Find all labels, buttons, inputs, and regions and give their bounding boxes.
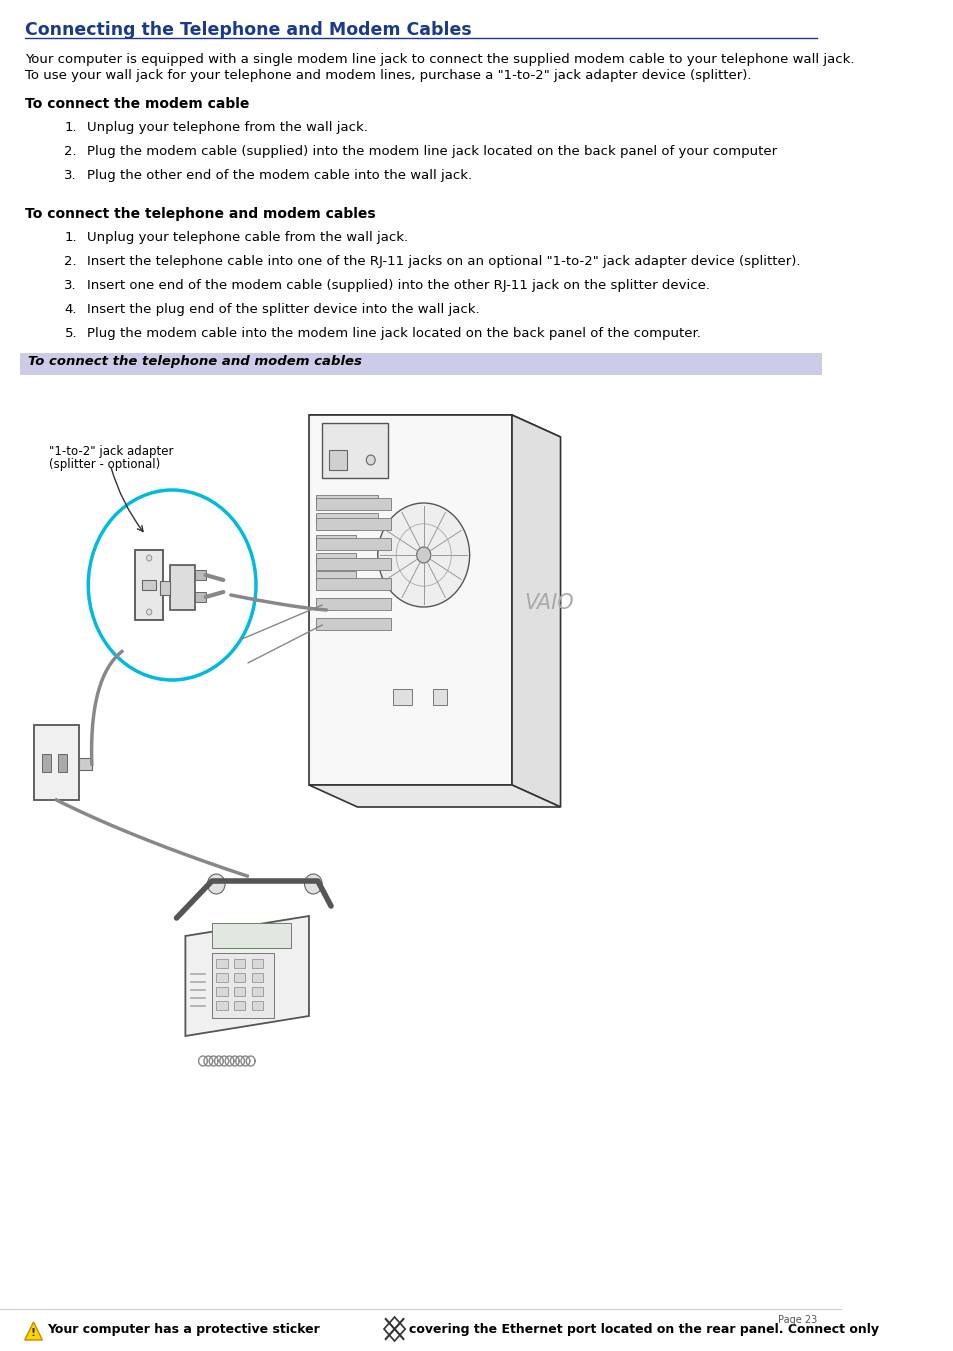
Bar (216, 973, 228, 982)
Text: covering the Ethernet port located on the rear panel. Connect only: covering the Ethernet port located on th… (408, 1323, 878, 1336)
Text: 2.: 2. (65, 255, 77, 267)
Text: Connecting the Telephone and Modem Cables: Connecting the Telephone and Modem Cable… (25, 22, 471, 39)
Text: 3.: 3. (65, 169, 77, 182)
Text: Your computer has a protective sticker: Your computer has a protective sticker (47, 1323, 319, 1336)
Text: To use your wall jack for your telephone and modem lines, purchase a "1-to-2" ja: To use your wall jack for your telephone… (25, 69, 750, 82)
Bar (315, 517, 391, 530)
Bar (432, 689, 446, 705)
Text: To connect the modem cable: To connect the modem cable (25, 97, 249, 111)
Bar (315, 513, 377, 523)
Bar (216, 959, 228, 969)
Text: Unplug your telephone from the wall jack.: Unplug your telephone from the wall jack… (87, 122, 367, 134)
Text: Plug the modem cable (supplied) into the modem line jack located on the back pan: Plug the modem cable (supplied) into the… (87, 145, 776, 158)
Circle shape (377, 503, 469, 607)
Bar (315, 578, 391, 590)
Text: 2.: 2. (65, 145, 77, 158)
Text: Plug the modem cable into the modem line jack located on the back panel of the c: Plug the modem cable into the modem line… (87, 327, 700, 340)
Bar (233, 959, 245, 969)
Bar (159, 581, 171, 594)
Polygon shape (309, 415, 560, 436)
Text: 3.: 3. (65, 280, 77, 292)
Bar (135, 550, 163, 620)
Text: VAIO: VAIO (524, 593, 574, 613)
Bar (309, 415, 512, 785)
Bar (216, 988, 228, 996)
Bar (212, 923, 291, 948)
Bar (233, 988, 245, 996)
Text: Insert one end of the modem cable (supplied) into the other RJ-11 jack on the sp: Insert one end of the modem cable (suppl… (87, 280, 709, 292)
Bar (322, 423, 388, 478)
Bar (315, 538, 391, 550)
Bar (393, 689, 412, 705)
Bar (315, 598, 391, 611)
Circle shape (304, 874, 322, 894)
Bar (315, 617, 391, 630)
Bar (233, 1001, 245, 1011)
Bar (212, 952, 274, 1019)
Polygon shape (512, 415, 560, 807)
Text: Your computer is equipped with a single modem line jack to connect the supplied : Your computer is equipped with a single … (25, 53, 853, 66)
Bar (194, 592, 206, 603)
Text: Plug the other end of the modem cable into the wall jack.: Plug the other end of the modem cable in… (87, 169, 471, 182)
Bar (315, 558, 391, 570)
Text: (splitter - optional): (splitter - optional) (49, 458, 160, 471)
Text: 5.: 5. (65, 327, 77, 340)
Bar (329, 450, 347, 470)
Text: 1.: 1. (65, 122, 77, 134)
Text: Insert the telephone cable into one of the RJ-11 jacks on an optional "1-to-2" j: Insert the telephone cable into one of t… (87, 255, 800, 267)
Circle shape (207, 874, 225, 894)
Bar (33, 725, 79, 800)
Polygon shape (185, 916, 309, 1036)
Bar (171, 565, 194, 611)
Bar (252, 959, 263, 969)
Bar (58, 754, 67, 771)
Text: Unplug your telephone cable from the wall jack.: Unplug your telephone cable from the wal… (87, 231, 407, 245)
Bar (79, 758, 91, 770)
Bar (315, 499, 391, 509)
Circle shape (416, 547, 431, 563)
FancyBboxPatch shape (20, 353, 821, 376)
Text: 1.: 1. (65, 231, 77, 245)
Text: 4.: 4. (65, 303, 77, 316)
Bar (315, 553, 355, 563)
Bar (315, 494, 377, 505)
Circle shape (366, 455, 375, 465)
Bar (252, 973, 263, 982)
Circle shape (147, 609, 152, 615)
Polygon shape (25, 1323, 42, 1340)
Text: Page 23: Page 23 (778, 1315, 817, 1325)
Text: "1-to-2" jack adapter: "1-to-2" jack adapter (49, 444, 172, 458)
Bar (315, 571, 355, 581)
Circle shape (147, 555, 152, 561)
Bar (315, 535, 355, 544)
Bar (233, 973, 245, 982)
Text: !: ! (30, 1328, 36, 1337)
Bar (252, 1001, 263, 1011)
Bar (142, 580, 156, 590)
Bar (42, 754, 51, 771)
Bar (252, 988, 263, 996)
Bar (216, 1001, 228, 1011)
Text: To connect the telephone and modem cables: To connect the telephone and modem cable… (25, 207, 375, 222)
Text: To connect the telephone and modem cables: To connect the telephone and modem cable… (29, 355, 362, 367)
Bar (194, 570, 206, 580)
Text: Insert the plug end of the splitter device into the wall jack.: Insert the plug end of the splitter devi… (87, 303, 478, 316)
Polygon shape (309, 785, 560, 807)
